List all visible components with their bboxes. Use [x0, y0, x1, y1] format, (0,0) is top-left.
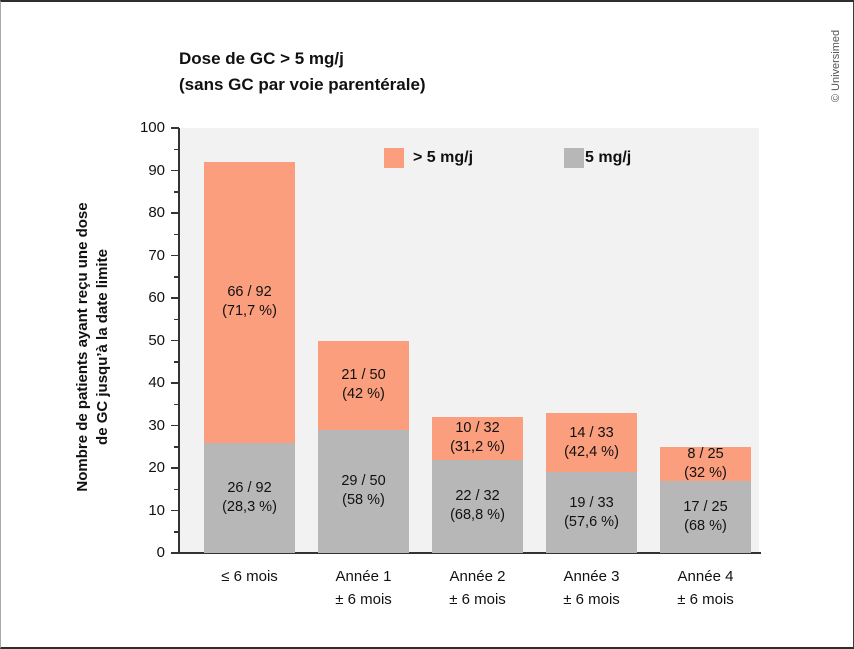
y-axis-title: Nombre de patients ayant reçu une dose d…	[73, 202, 113, 491]
x-category-label-line: Année 4	[677, 568, 734, 585]
x-category-label-line: ± 6 mois	[335, 591, 392, 608]
y-major-tick	[171, 467, 179, 469]
chart-title-line1: Dose de GC > 5 mg/j	[179, 49, 344, 68]
y-major-tick	[171, 424, 179, 427]
x-category-label: Année 1 ± 6 mois	[307, 565, 421, 611]
x-category-label: ≤ 6 mois	[193, 565, 307, 588]
bar-value-label-line: 19 / 33	[569, 494, 614, 511]
chart-title-line2: (sans GC par voie parentérale)	[179, 75, 426, 94]
bar-value-label-line: 14 / 33	[569, 424, 614, 441]
legend-item-over-5mg: > 5 mg/j	[384, 148, 473, 168]
bar-value-label-line: 26 / 92	[227, 479, 272, 496]
x-category-label-line: ± 6 mois	[449, 591, 506, 608]
legend-swatch-gray	[564, 148, 584, 168]
x-category-label-line: ± 6 mois	[563, 591, 620, 608]
legend-item-5mg: 5 mg/j	[564, 148, 631, 168]
bar-value-label-line: (42,4 %)	[564, 443, 619, 460]
y-tick-label: 50	[148, 331, 165, 349]
y-tick-label: 60	[148, 289, 165, 306]
y-minor-tick	[174, 276, 179, 278]
bar-value-label-line: (71,7 %)	[222, 303, 277, 320]
y-minor-tick	[174, 488, 179, 490]
bar-value-label-line: 22 / 32	[455, 488, 500, 505]
y-major-tick	[171, 212, 179, 214]
bar-value-label-line: (28,3 %)	[222, 498, 277, 515]
x-category-label-line: ± 6 mois	[677, 591, 734, 608]
bar-segment-over-5mg: 66 / 92 (71,7 %)	[204, 162, 295, 443]
bar-segment-5mg: 26 / 92 (28,3 %)	[204, 442, 295, 553]
bar-value-label-line: (68 %)	[684, 517, 727, 534]
y-tick-label: 70	[148, 246, 165, 264]
bar-value-label-line: 8 / 25	[687, 445, 724, 462]
legend-label-5mg: 5 mg/j	[585, 149, 632, 166]
bar-segment-over-5mg: 14 / 33 (42,4 %)	[546, 412, 637, 473]
y-axis-title-line2: de GC jusqu’à la date limite	[94, 249, 111, 445]
y-tick-label: 90	[148, 161, 165, 179]
y-tick-label: 20	[148, 459, 165, 476]
bar-value-label-line: (57,6 %)	[564, 513, 619, 530]
bar-value-label-line: (42 %)	[342, 386, 385, 403]
x-axis-line	[171, 552, 761, 554]
bar-segment-over-5mg: 21 / 50 (42 %)	[318, 340, 409, 430]
bar-segment-over-5mg: 8 / 25 (32 %)	[660, 445, 751, 481]
y-major-tick	[171, 254, 179, 257]
y-minor-tick	[174, 233, 179, 235]
y-tick-label: 0	[156, 544, 165, 561]
y-major-tick	[171, 552, 179, 554]
y-minor-tick	[174, 191, 179, 193]
x-category-label: Année 3 ± 6 mois	[535, 565, 649, 611]
y-tick-label: 30	[148, 416, 165, 434]
bar-value-label-line: (31,2 %)	[450, 439, 505, 456]
watermark-credit: © Universimed	[830, 29, 842, 103]
bar-segment-over-5mg: 10 / 32 (31,2 %)	[432, 417, 523, 460]
y-major-tick	[171, 169, 179, 172]
x-category-label-line: Année 1	[335, 568, 392, 585]
y-tick-label: 40	[148, 374, 165, 391]
bar-value-label-line: (32 %)	[684, 464, 727, 481]
bar-segment-5mg: 17 / 25 (68 %)	[660, 480, 751, 553]
y-tick-label: 80	[148, 204, 165, 221]
x-category-label-line: Année 3	[563, 568, 620, 585]
y-tick-label: 10	[148, 501, 165, 519]
bar-value-label-line: 17 / 25	[683, 498, 728, 515]
y-major-tick	[171, 127, 179, 129]
bar-segment-5mg: 29 / 50 (58 %)	[318, 429, 409, 553]
x-category-label-line: Année 2	[449, 568, 506, 585]
y-minor-tick	[174, 318, 179, 320]
x-category-label-line: ≤ 6 mois	[221, 568, 278, 585]
y-minor-tick	[174, 403, 179, 405]
bar-value-label-line: 10 / 32	[455, 420, 500, 437]
bar-value-label-line: (68,8 %)	[450, 507, 505, 524]
y-major-tick	[171, 382, 179, 384]
legend-swatch-orange	[384, 148, 404, 168]
y-major-tick	[171, 509, 179, 512]
bar-value-label-line: 29 / 50	[341, 473, 386, 490]
y-minor-tick	[174, 531, 179, 533]
y-tick-label: 100	[139, 119, 165, 136]
y-minor-tick	[174, 446, 179, 448]
y-minor-tick	[174, 148, 179, 150]
bar-value-label-line: 21 / 50	[341, 367, 386, 384]
x-category-label: Année 2 ± 6 mois	[421, 565, 535, 611]
y-major-tick	[171, 339, 179, 342]
y-major-tick	[171, 297, 179, 299]
legend-label-over-5mg: > 5 mg/j	[413, 149, 474, 166]
y-minor-tick	[174, 361, 179, 363]
x-category-label: Année 4 ± 6 mois	[649, 565, 763, 611]
bar-value-label-line: (58 %)	[342, 492, 385, 509]
bar-segment-5mg: 19 / 33 (57,6 %)	[546, 472, 637, 553]
bar-value-label-line: 66 / 92	[227, 284, 272, 301]
bar-segment-5mg: 22 / 32 (68,8 %)	[432, 459, 523, 553]
chart-title: Dose de GC > 5 mg/j (sans GC par voie pa…	[179, 46, 426, 98]
y-axis-title-line1: Nombre de patients ayant reçu une dose	[74, 202, 91, 492]
